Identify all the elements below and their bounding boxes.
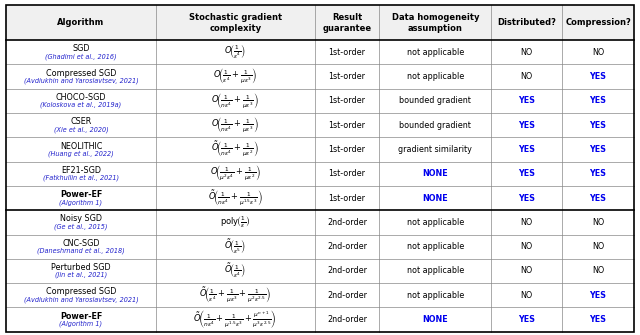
Text: $\mathrm{poly}\!\left(\frac{1}{\epsilon}\right)$: $\mathrm{poly}\!\left(\frac{1}{\epsilon}…: [220, 215, 250, 230]
Text: 1st-order: 1st-order: [328, 145, 365, 154]
Text: YES: YES: [518, 121, 535, 130]
Text: YES: YES: [518, 145, 535, 154]
Text: Perturbed SGD: Perturbed SGD: [51, 263, 111, 272]
Text: 1st-order: 1st-order: [328, 96, 365, 106]
Text: (Jin et al., 2021): (Jin et al., 2021): [55, 272, 107, 278]
Text: NO: NO: [521, 72, 533, 81]
Text: Distributed?: Distributed?: [497, 18, 556, 27]
Text: 1st-order: 1st-order: [328, 194, 365, 203]
Text: bounded gradient: bounded gradient: [399, 96, 471, 106]
Text: NO: NO: [592, 218, 604, 227]
Text: NEOLITHIC: NEOLITHIC: [60, 142, 102, 151]
Text: NO: NO: [521, 291, 533, 300]
Text: 2nd-order: 2nd-order: [327, 291, 367, 300]
Text: (Koloskova et al., 2019a): (Koloskova et al., 2019a): [40, 102, 122, 109]
Text: (Avdiukhin and Yaroslavtsev, 2021): (Avdiukhin and Yaroslavtsev, 2021): [24, 78, 138, 84]
Text: YES: YES: [589, 96, 607, 106]
Text: not applicable: not applicable: [406, 72, 464, 81]
Text: 1st-order: 1st-order: [328, 48, 365, 57]
Text: bounded gradient: bounded gradient: [399, 121, 471, 130]
Bar: [6, 5, 634, 40]
Text: Power-EF: Power-EF: [60, 190, 102, 199]
Text: Compression?: Compression?: [565, 18, 631, 27]
Text: YES: YES: [589, 169, 607, 178]
Text: $\tilde{O}\!\left(\frac{1}{n\epsilon^4}+\frac{1}{\mu^{1.5}\epsilon^3}\right)$: $\tilde{O}\!\left(\frac{1}{n\epsilon^4}+…: [208, 189, 262, 208]
Text: not applicable: not applicable: [406, 48, 464, 57]
Text: YES: YES: [589, 291, 607, 300]
Text: YES: YES: [518, 194, 535, 203]
Text: NO: NO: [592, 266, 604, 275]
Text: Compressed SGD: Compressed SGD: [46, 287, 116, 296]
Text: Compressed SGD: Compressed SGD: [46, 69, 116, 78]
Text: YES: YES: [518, 96, 535, 106]
Text: (Algorithm 1): (Algorithm 1): [60, 199, 102, 206]
Text: $O\!\left(\frac{1}{\mu^2\epsilon^4}+\frac{1}{\mu\epsilon^2}\right)$: $O\!\left(\frac{1}{\mu^2\epsilon^4}+\fra…: [210, 164, 260, 183]
Text: (Daneshmand et al., 2018): (Daneshmand et al., 2018): [37, 248, 125, 254]
Text: CNC-SGD: CNC-SGD: [62, 239, 100, 248]
Text: (Fatkhullin et al., 2021): (Fatkhullin et al., 2021): [43, 175, 119, 181]
Text: $\tilde{O}\!\left(\frac{1}{\epsilon^5}\right)$: $\tilde{O}\!\left(\frac{1}{\epsilon^5}\r…: [224, 237, 246, 256]
Text: $O\!\left(\frac{1}{n\epsilon^4}+\frac{1}{\mu\epsilon^3}\right)$: $O\!\left(\frac{1}{n\epsilon^4}+\frac{1}…: [211, 91, 259, 111]
Text: YES: YES: [589, 145, 607, 154]
Text: 1st-order: 1st-order: [328, 169, 365, 178]
Text: Result
guarantee: Result guarantee: [323, 12, 372, 33]
Text: $O\!\left(\frac{1}{\epsilon^4}\right)$: $O\!\left(\frac{1}{\epsilon^4}\right)$: [224, 44, 246, 61]
Text: NO: NO: [521, 242, 533, 251]
Text: YES: YES: [518, 169, 535, 178]
Text: Stochastic gradient
complexity: Stochastic gradient complexity: [189, 12, 282, 33]
Text: $\tilde{O}\!\left(\frac{1}{\epsilon^4}\right)$: $\tilde{O}\!\left(\frac{1}{\epsilon^4}\r…: [224, 262, 246, 280]
Text: YES: YES: [589, 315, 607, 324]
Text: YES: YES: [589, 72, 607, 81]
Text: not applicable: not applicable: [406, 218, 464, 227]
Text: NONE: NONE: [422, 315, 448, 324]
Text: 1st-order: 1st-order: [328, 72, 365, 81]
Text: not applicable: not applicable: [406, 242, 464, 251]
Text: 2nd-order: 2nd-order: [327, 266, 367, 275]
Text: NO: NO: [521, 48, 533, 57]
Text: EF21-SGD: EF21-SGD: [61, 166, 101, 175]
Text: $O\!\left(\frac{1}{\epsilon^4}+\frac{1}{\mu\epsilon^3}\right)$: $O\!\left(\frac{1}{\epsilon^4}+\frac{1}{…: [213, 67, 257, 86]
Text: YES: YES: [589, 121, 607, 130]
Text: not applicable: not applicable: [406, 291, 464, 300]
Text: CSER: CSER: [70, 117, 92, 126]
Text: $\tilde{O}\!\left(\frac{1}{\epsilon^4}+\frac{1}{\mu\epsilon^3}+\frac{1}{\mu^2\ep: $\tilde{O}\!\left(\frac{1}{\epsilon^4}+\…: [199, 286, 271, 305]
Text: (Algorithm 1): (Algorithm 1): [60, 321, 102, 327]
Text: 2nd-order: 2nd-order: [327, 218, 367, 227]
Text: Power-EF: Power-EF: [60, 312, 102, 321]
Text: 2nd-order: 2nd-order: [327, 242, 367, 251]
Text: Noisy SGD: Noisy SGD: [60, 214, 102, 223]
Text: $\tilde{O}\!\left(\frac{1}{n\epsilon^4}+\frac{1}{\mu\epsilon^2}\right)$: $\tilde{O}\!\left(\frac{1}{n\epsilon^4}+…: [211, 140, 259, 159]
Text: Data homogeneity
assumption: Data homogeneity assumption: [392, 12, 479, 33]
Text: gradient similarity: gradient similarity: [398, 145, 472, 154]
Text: NO: NO: [521, 266, 533, 275]
Text: YES: YES: [518, 315, 535, 324]
Text: NONE: NONE: [422, 169, 448, 178]
Text: NO: NO: [521, 218, 533, 227]
Text: $\tilde{O}\!\left(\frac{1}{n\epsilon^4}+\frac{1}{\mu^{1.5}\epsilon^3}+\frac{\mu^: $\tilde{O}\!\left(\frac{1}{n\epsilon^4}+…: [193, 309, 277, 330]
Text: NONE: NONE: [422, 194, 448, 203]
Text: (Huang et al., 2022): (Huang et al., 2022): [48, 150, 114, 157]
Text: Algorithm: Algorithm: [58, 18, 104, 27]
Text: 1st-order: 1st-order: [328, 121, 365, 130]
Text: NO: NO: [592, 242, 604, 251]
Text: (Xie et al., 2020): (Xie et al., 2020): [54, 126, 108, 133]
Text: SGD: SGD: [72, 45, 90, 54]
Text: YES: YES: [589, 194, 607, 203]
Text: (Avdiukhin and Yaroslavtsev, 2021): (Avdiukhin and Yaroslavtsev, 2021): [24, 296, 138, 303]
Text: (Ge et al., 2015): (Ge et al., 2015): [54, 223, 108, 230]
Text: 2nd-order: 2nd-order: [327, 315, 367, 324]
Text: $O\!\left(\frac{1}{n\epsilon^4}+\frac{1}{\mu\epsilon^3}\right)$: $O\!\left(\frac{1}{n\epsilon^4}+\frac{1}…: [211, 116, 259, 135]
Text: NO: NO: [592, 48, 604, 57]
Text: not applicable: not applicable: [406, 266, 464, 275]
Text: (Ghadimi et al., 2016): (Ghadimi et al., 2016): [45, 53, 116, 60]
Text: CHOCO-SGD: CHOCO-SGD: [56, 93, 106, 102]
